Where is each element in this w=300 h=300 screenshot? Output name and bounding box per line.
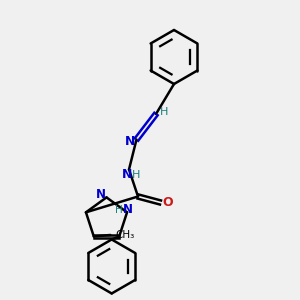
Text: H: H [131, 170, 140, 180]
Text: O: O [163, 196, 173, 209]
Text: H: H [160, 106, 169, 117]
Text: N: N [96, 188, 106, 202]
Text: N: N [123, 203, 133, 216]
Text: N: N [122, 168, 133, 182]
Text: N: N [125, 135, 135, 148]
Text: CH₃: CH₃ [116, 230, 135, 240]
Text: H: H [115, 205, 122, 215]
